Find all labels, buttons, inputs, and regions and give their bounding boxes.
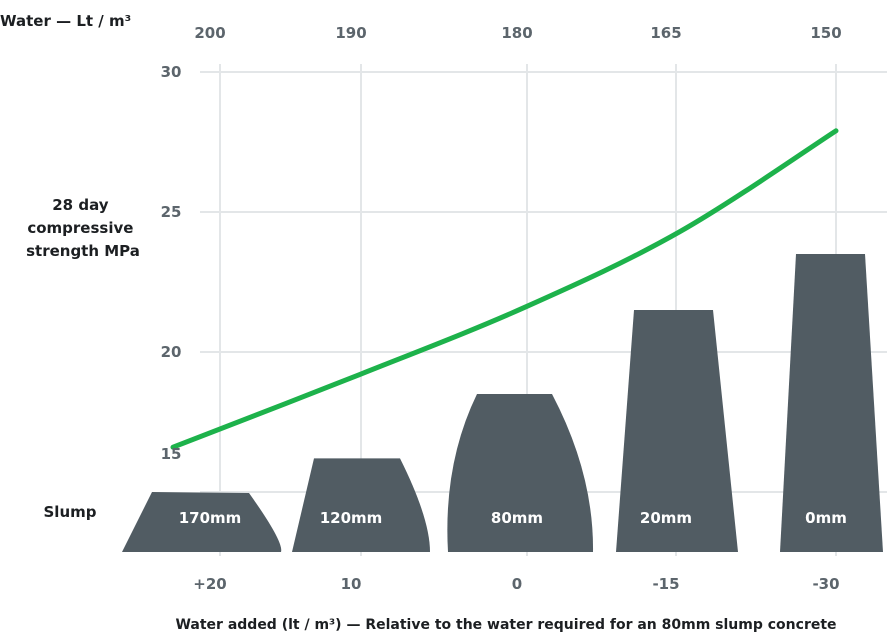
top-tick-label: 165 — [650, 24, 681, 42]
slump-cone-0 — [122, 492, 282, 552]
x-tick-label: +20 — [193, 575, 226, 593]
slump-cone-4 — [780, 254, 883, 552]
y-axis-label-line-2: compressive — [27, 219, 133, 237]
y-axis-label-line-3: strength MPa — [26, 242, 140, 260]
x-axis-ticks: +20 10 0 -15 -30 — [193, 575, 839, 593]
strength-line-layer — [170, 128, 839, 450]
x-tick-label: -15 — [652, 575, 679, 593]
top-tick-label: 180 — [501, 24, 532, 42]
slump-cones: 170mm 120mm 80mm 20mm 0mm — [122, 254, 883, 552]
top-tick-label: 190 — [335, 24, 366, 42]
y-axis-ticks: 30 25 20 15 — [161, 63, 182, 463]
y-tick-label: 15 — [161, 445, 182, 463]
top-axis-label: Water — Lt / m³ — [0, 12, 131, 30]
slump-cone-label: 120mm — [320, 509, 383, 527]
slump-cone-2 — [447, 394, 594, 552]
y-tick-label: 20 — [161, 343, 182, 361]
x-tick-label: 10 — [341, 575, 362, 593]
y-tick-label: 25 — [161, 203, 182, 221]
slump-label: Slump — [44, 503, 97, 521]
slump-cone-1 — [292, 458, 430, 552]
y-axis-label-line-1: 28 day — [52, 196, 108, 214]
slump-cone-3 — [616, 310, 738, 552]
x-axis-label: Water added (lt / m³) — Relative to the … — [175, 617, 836, 633]
slump-cone-label: 170mm — [179, 509, 242, 527]
slump-cone-label: 20mm — [640, 509, 692, 527]
x-tick-label: -30 — [812, 575, 839, 593]
y-tick-label: 30 — [161, 63, 182, 81]
top-axis-ticks: 200 190 180 165 150 — [194, 24, 841, 42]
top-tick-label: 200 — [194, 24, 225, 42]
top-tick-label: 150 — [810, 24, 841, 42]
x-tick-label: 0 — [512, 575, 522, 593]
slump-cone-label: 80mm — [491, 509, 543, 527]
slump-cone-label: 0mm — [805, 509, 847, 527]
y-axis-label: 28 day compressive strength MPa — [26, 196, 140, 260]
